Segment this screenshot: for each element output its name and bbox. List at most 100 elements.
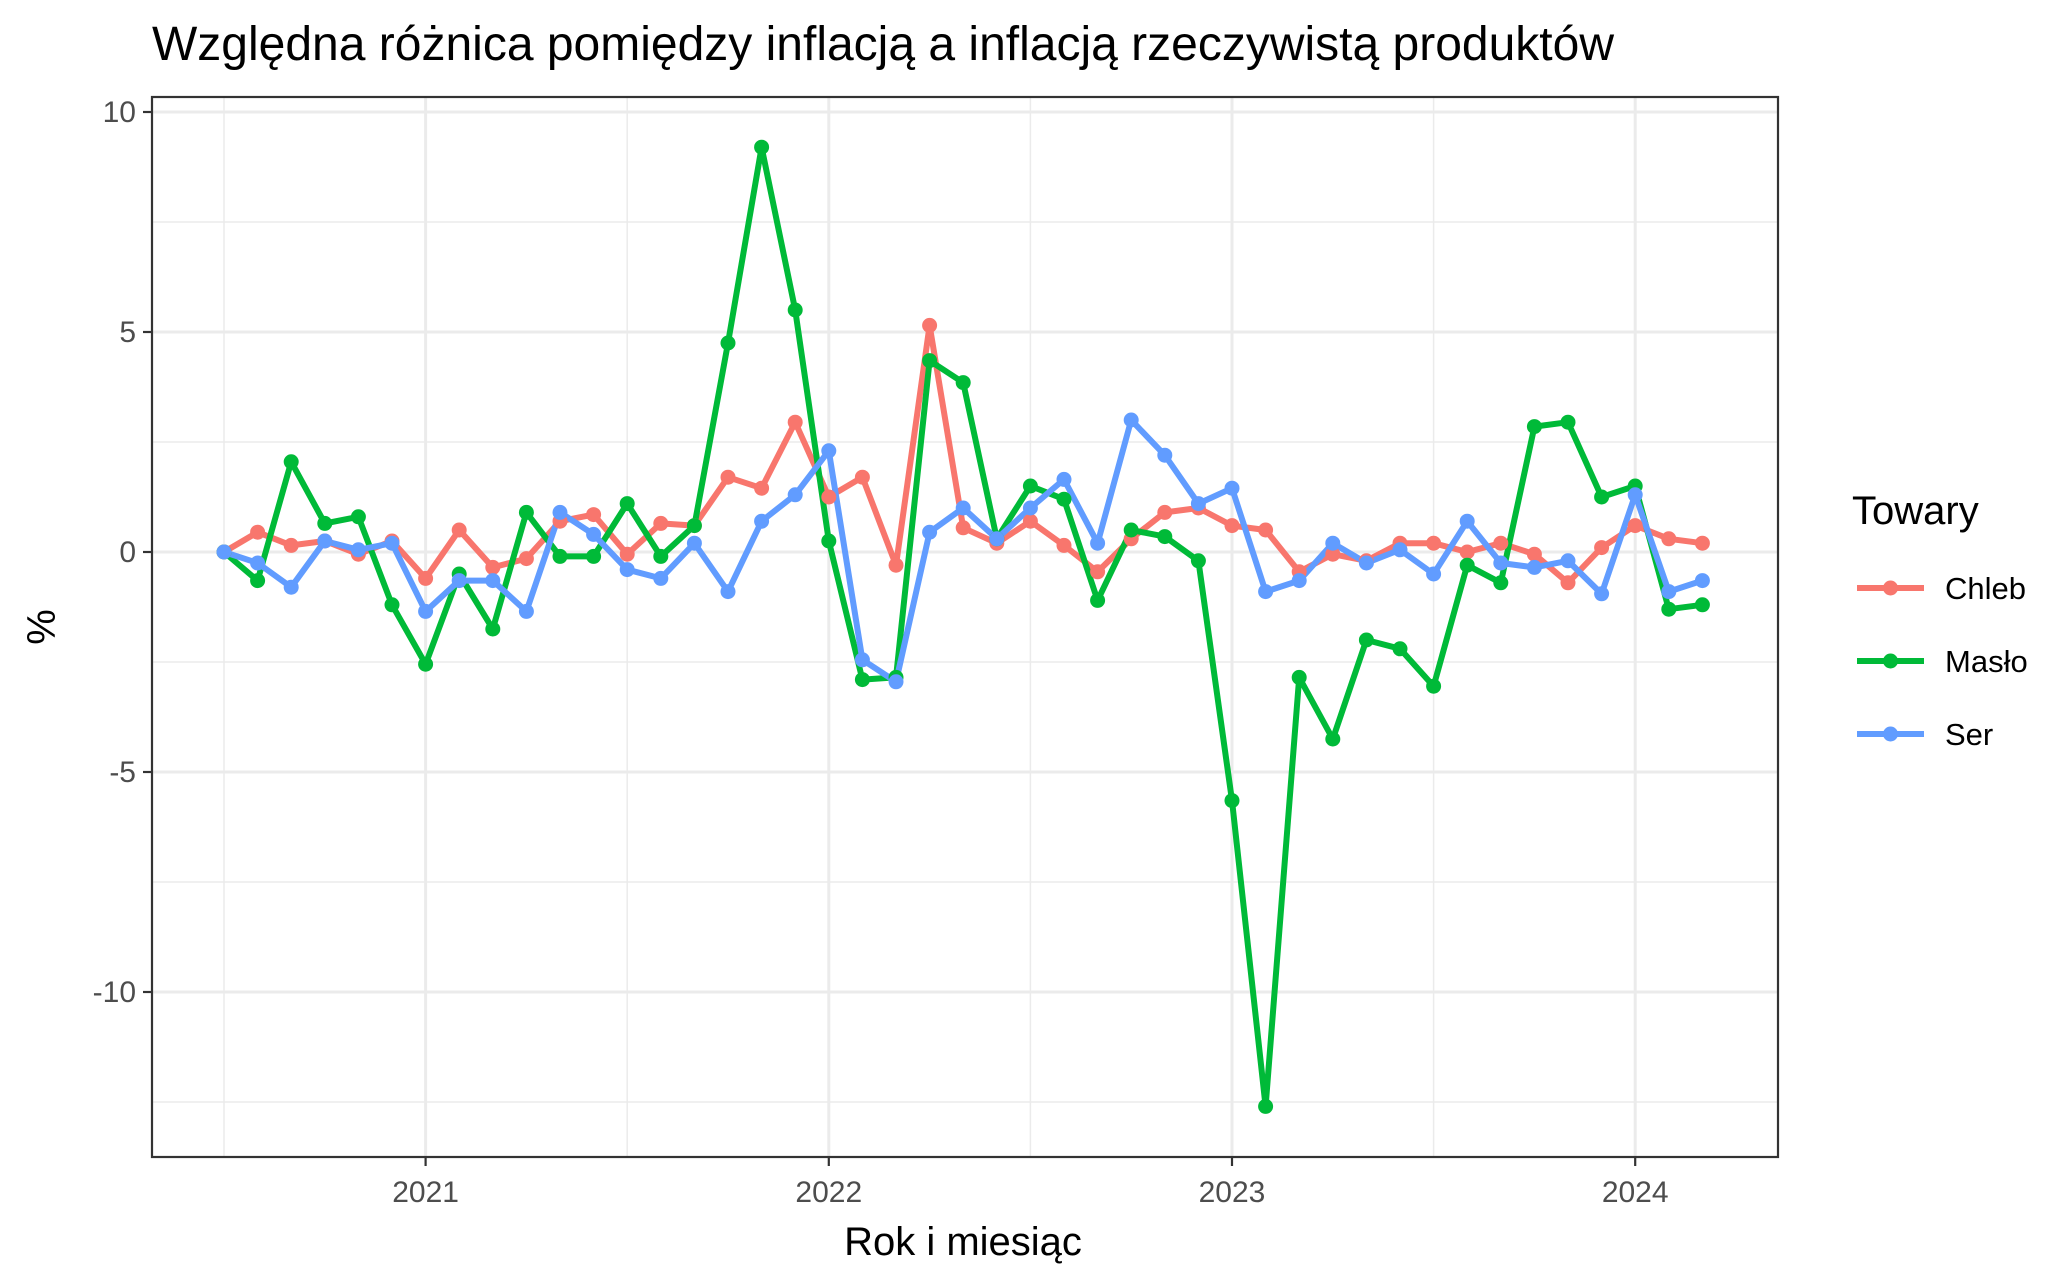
data-point-ser — [586, 526, 602, 542]
data-point-masło — [485, 621, 501, 637]
data-point-masło — [1325, 731, 1341, 747]
data-point-chleb — [1493, 535, 1509, 551]
data-point-ser — [1157, 447, 1173, 463]
data-point-chleb — [1694, 535, 1710, 551]
data-point-masło — [418, 656, 434, 672]
data-point-ser — [989, 531, 1005, 547]
data-point-ser — [619, 562, 635, 578]
axes: 10 5 0 -5 -10 2021 2022 2023 2024 — [93, 95, 1780, 1209]
data-point-ser — [821, 443, 837, 459]
data-point-chleb — [888, 557, 904, 573]
data-point-ser — [1392, 542, 1408, 558]
data-point-masło — [1594, 489, 1610, 505]
data-point-ser — [1325, 535, 1341, 551]
data-point-masło — [1224, 793, 1240, 809]
data-point-masło — [955, 375, 971, 391]
data-point-chleb — [1258, 522, 1274, 538]
data-point-masło — [922, 353, 938, 369]
x-tick-label: 2024 — [1602, 1176, 1669, 1209]
data-point-chleb — [1090, 564, 1106, 580]
data-point-ser — [350, 542, 366, 558]
data-point-ser — [922, 524, 938, 540]
data-point-masło — [754, 139, 770, 155]
data-point-ser — [955, 500, 971, 516]
data-point-ser — [518, 603, 534, 619]
y-tick-label: 10 — [103, 96, 136, 129]
data-point-chleb — [619, 546, 635, 562]
data-point-chleb — [586, 507, 602, 523]
data-point-masło — [1123, 522, 1139, 538]
series-points — [216, 139, 1710, 1114]
data-point-ser — [1123, 412, 1139, 428]
plot-panel — [152, 97, 1778, 1157]
data-point-chleb — [754, 480, 770, 496]
data-point-chleb — [1459, 544, 1475, 560]
data-point-ser — [1258, 584, 1274, 600]
data-point-ser — [653, 570, 669, 586]
y-axis-title: % — [20, 609, 64, 645]
data-point-chleb — [418, 570, 434, 586]
data-point-ser — [1493, 555, 1509, 571]
data-point-ser — [1056, 471, 1072, 487]
x-axis-title: Rok i miesiąc — [844, 1220, 1082, 1264]
legend-label-ser: Ser — [1945, 717, 1993, 752]
data-point-ser — [216, 544, 232, 560]
legend-label-chleb: Chleb — [1945, 571, 2026, 606]
data-point-chleb — [653, 515, 669, 531]
data-point-ser — [1526, 559, 1542, 575]
data-point-ser — [1090, 535, 1106, 551]
data-point-masło — [1190, 553, 1206, 569]
data-point-chleb — [250, 524, 266, 540]
data-point-masło — [552, 548, 568, 564]
data-point-masło — [1258, 1098, 1274, 1114]
data-point-masło — [586, 548, 602, 564]
data-point-chleb — [720, 469, 736, 485]
data-point-ser — [1426, 566, 1442, 582]
data-point-ser — [686, 535, 702, 551]
data-point-ser — [787, 487, 803, 503]
x-tick-label: 2021 — [392, 1176, 459, 1209]
data-point-masło — [686, 518, 702, 534]
data-point-ser — [754, 513, 770, 529]
data-point-ser — [1627, 487, 1643, 503]
data-point-masło — [720, 335, 736, 351]
data-point-chleb — [1224, 518, 1240, 534]
data-point-chleb — [1325, 546, 1341, 562]
data-point-masło — [1694, 597, 1710, 613]
data-point-chleb — [451, 522, 467, 538]
data-point-ser — [1661, 584, 1677, 600]
data-point-masło — [1291, 669, 1307, 685]
data-point-ser — [283, 579, 299, 595]
data-point-masło — [317, 515, 333, 531]
data-point-chleb — [1627, 518, 1643, 534]
data-point-masło — [1157, 529, 1173, 545]
legend-title: Towary — [1852, 489, 1979, 533]
data-point-chleb — [1594, 540, 1610, 556]
data-point-chleb — [283, 537, 299, 553]
data-point-masło — [787, 302, 803, 318]
chart-title: Względna różnica pomiędzy inflacją a inf… — [152, 18, 1614, 71]
data-point-ser — [552, 504, 568, 520]
data-point-chleb — [1661, 531, 1677, 547]
data-point-masło — [619, 496, 635, 512]
data-point-masło — [384, 597, 400, 613]
data-point-chleb — [955, 520, 971, 536]
x-tick-label: 2023 — [1199, 1176, 1266, 1209]
data-point-masło — [283, 454, 299, 470]
data-point-ser — [1224, 480, 1240, 496]
data-point-ser — [250, 555, 266, 571]
legend: Towary Chleb Masło Ser — [1852, 489, 2028, 752]
legend-label-masło: Masło — [1945, 644, 2028, 679]
data-point-chleb — [1157, 504, 1173, 520]
data-point-chleb — [1426, 535, 1442, 551]
x-tick-label: 2022 — [795, 1176, 862, 1209]
data-point-ser — [1022, 500, 1038, 516]
data-point-chleb — [1022, 513, 1038, 529]
data-point-ser — [1358, 555, 1374, 571]
data-point-masło — [1022, 478, 1038, 494]
data-point-masło — [1661, 601, 1677, 617]
data-point-masło — [653, 548, 669, 564]
data-point-ser — [1190, 496, 1206, 512]
data-point-ser — [854, 652, 870, 668]
